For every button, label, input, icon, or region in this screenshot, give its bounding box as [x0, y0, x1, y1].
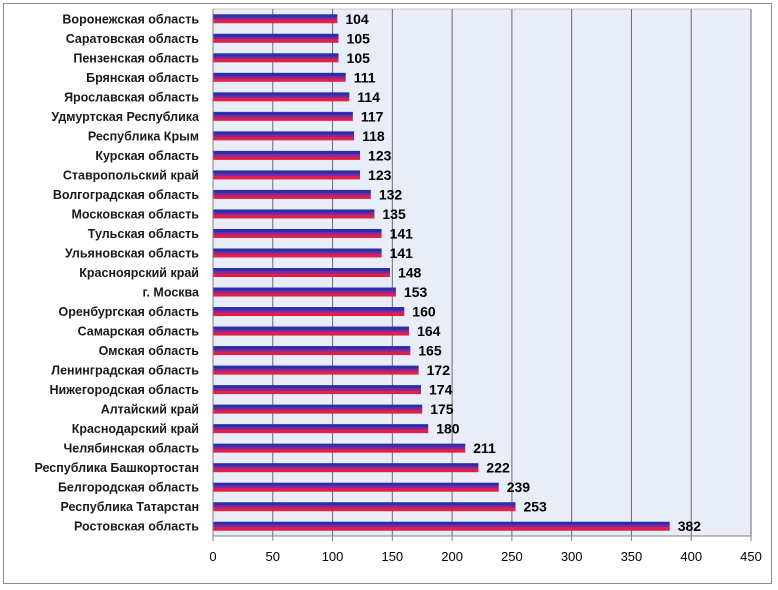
value-labels: 104 105 105 111 114 117 118 123 123 132 135 141 141 1…	[345, 11, 701, 534]
bar	[213, 209, 375, 219]
value-label: 105	[347, 50, 371, 66]
bar	[213, 326, 410, 336]
bar	[213, 404, 423, 414]
value-label: 174	[429, 382, 453, 398]
x-tick-label: 400	[680, 549, 702, 564]
value-label: 211	[473, 440, 496, 456]
value-label: 105	[347, 30, 371, 46]
category-label: Республика Крым	[88, 129, 199, 143]
x-tick-label: 100	[322, 549, 344, 564]
bars	[213, 14, 670, 531]
category-label: Брянская область	[86, 71, 199, 85]
bar	[213, 424, 429, 434]
category-label: Тульская область	[88, 227, 200, 241]
value-label: 148	[398, 265, 422, 281]
bar	[213, 72, 346, 82]
value-label: 123	[368, 147, 392, 163]
bar	[213, 150, 361, 160]
x-tick-label: 350	[621, 549, 643, 564]
category-label: Омская область	[99, 344, 200, 358]
category-label: Челябинская область	[63, 442, 199, 456]
value-label: 175	[430, 401, 454, 417]
category-label: Краснодарский край	[72, 422, 199, 436]
value-label: 180	[436, 421, 460, 437]
category-label: г. Москва	[143, 286, 201, 300]
bar	[213, 385, 422, 395]
category-label: Ленинградская область	[51, 364, 199, 378]
category-label: Оренбургская область	[58, 305, 199, 319]
category-label: Республика Татарстан	[60, 500, 199, 514]
bar	[213, 170, 361, 180]
bar	[213, 502, 516, 512]
value-label: 165	[418, 343, 442, 359]
bar	[213, 463, 479, 473]
value-label: 382	[678, 518, 702, 534]
bar	[213, 248, 382, 258]
category-label: Саратовская область	[66, 32, 200, 46]
value-label: 141	[390, 225, 414, 241]
value-label: 239	[507, 479, 531, 495]
bar	[213, 33, 339, 43]
bar	[213, 287, 396, 297]
value-label: 117	[361, 108, 384, 124]
value-label: 123	[368, 167, 392, 183]
category-labels: Воронежская область Саратовская область Пе…	[34, 12, 200, 533]
value-label: 153	[404, 284, 428, 300]
bar	[213, 92, 350, 102]
value-label: 135	[382, 206, 406, 222]
bar	[213, 14, 338, 24]
category-label: Алтайский край	[101, 403, 199, 417]
category-label: Ярославская область	[64, 90, 199, 104]
value-label: 132	[379, 186, 403, 202]
value-label: 118	[362, 128, 385, 144]
x-tick-label: 50	[266, 549, 280, 564]
value-label: 172	[427, 362, 451, 378]
value-label: 222	[486, 460, 510, 476]
x-tick-label: 300	[561, 549, 583, 564]
value-label: 114	[357, 89, 380, 105]
category-label: Пензенская область	[73, 51, 199, 65]
category-label: Нижегородская область	[49, 383, 199, 397]
category-label: Московская область	[71, 207, 199, 221]
value-label: 141	[390, 245, 414, 261]
category-label: Белгородская область	[58, 481, 199, 495]
bar	[213, 189, 371, 199]
bar	[213, 443, 466, 453]
category-label: Курская область	[95, 149, 199, 163]
x-tick-label: 150	[381, 549, 403, 564]
x-tick-label: 450	[740, 549, 762, 564]
category-label: Красноярский край	[79, 266, 199, 280]
bar	[213, 131, 355, 141]
bar	[213, 53, 339, 63]
x-axis-ticks: 0 50 100 150 200 250 300 350 400 450	[209, 536, 762, 564]
category-label: Республика Башкортостан	[34, 461, 199, 475]
category-label: Удмуртская Республика	[51, 110, 200, 124]
x-tick-label: 200	[441, 549, 463, 564]
category-label: Воронежская область	[62, 12, 199, 26]
value-label: 160	[412, 304, 436, 320]
category-label: Ульяновская область	[65, 246, 199, 260]
value-label: 253	[523, 499, 547, 515]
category-label: Самарская область	[78, 325, 200, 339]
bar	[213, 111, 353, 121]
bar	[213, 228, 382, 238]
x-tick-label: 250	[501, 549, 523, 564]
value-label: 104	[345, 11, 369, 27]
bar	[213, 521, 670, 531]
bar	[213, 346, 411, 356]
bar	[213, 307, 405, 317]
x-tick-label: 0	[209, 549, 216, 564]
bar	[213, 268, 390, 277]
category-label: Волгоградская область	[53, 188, 199, 202]
value-label: 111	[354, 69, 376, 85]
bar	[213, 482, 499, 492]
bar	[213, 365, 419, 375]
category-label: Ростовская область	[74, 520, 199, 534]
category-label: Ставропольский край	[63, 168, 199, 182]
value-label: 164	[417, 323, 441, 339]
